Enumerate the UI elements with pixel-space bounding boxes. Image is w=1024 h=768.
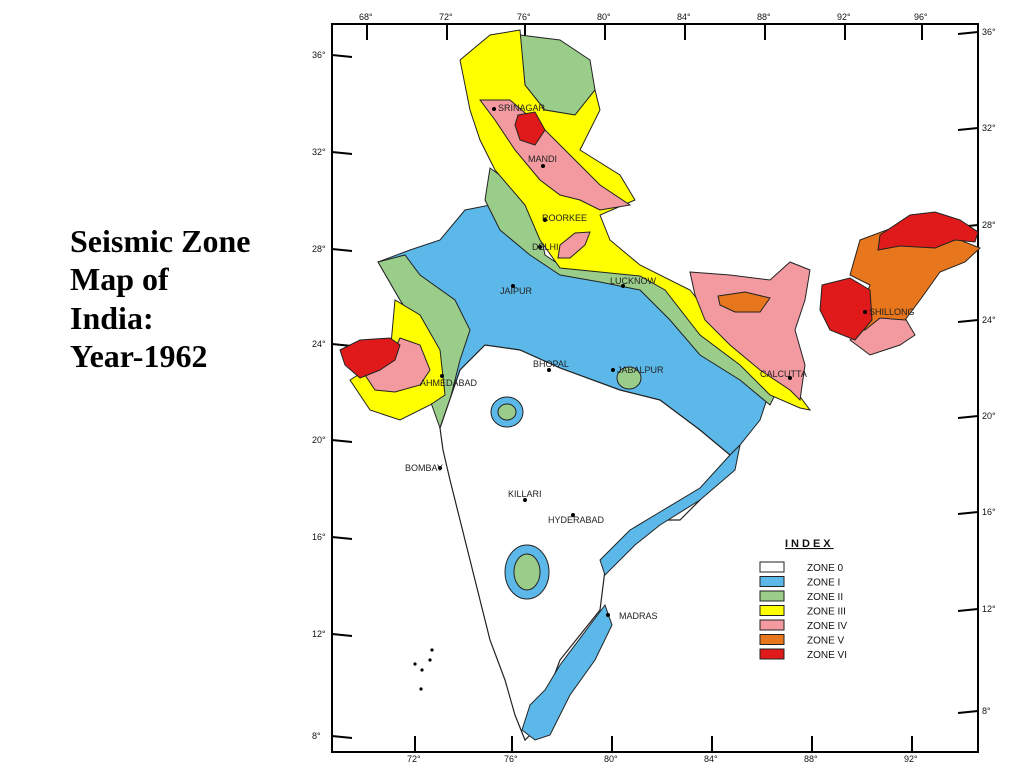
- left-tick: [331, 536, 353, 540]
- right-tick: [957, 31, 979, 35]
- bottom-tick-label: 84°: [704, 754, 718, 764]
- city-label-ahmedabad: AHMEDABAD: [420, 378, 478, 388]
- top-tick-label: 96°: [914, 12, 928, 22]
- zone6-region: [339, 337, 401, 379]
- bottom-tick-label: 76°: [504, 754, 518, 764]
- city-label-mandi: MANDI: [528, 154, 557, 164]
- zone2-island: [497, 403, 517, 421]
- top-tick-label: 88°: [757, 12, 771, 22]
- right-tick-label: 24°: [982, 315, 996, 325]
- left-tick-label: 12°: [312, 629, 326, 639]
- right-tick-label: 20°: [982, 411, 996, 421]
- legend-label: ZONE 0: [807, 563, 844, 574]
- legend-label: ZONE III: [807, 607, 846, 618]
- city-label-delhi: DELHI: [532, 242, 559, 252]
- right-tick-label: 32°: [982, 123, 996, 133]
- map-legend: INDEX ZONE 0 ZONE I ZONE II ZONE III ZONE IV…: [759, 538, 847, 661]
- top-tick-label: 76°: [517, 12, 531, 22]
- legend-label: ZONE II: [807, 592, 843, 603]
- city-label-calcutta: CALCUTTA: [760, 369, 807, 379]
- bottom-tick-label: 92°: [904, 754, 918, 764]
- top-tick-label: 72°: [439, 12, 453, 22]
- top-tick-label: 68°: [359, 12, 373, 22]
- slide-title: Seismic Zone Map of India: Year-1962: [70, 222, 310, 376]
- legend-swatch: [759, 576, 785, 587]
- right-tick-label: 8°: [982, 706, 991, 716]
- right-tick-label: 12°: [982, 604, 996, 614]
- city-label-srinagar: SRINAGAR: [498, 103, 546, 113]
- right-tick-label: 28°: [982, 220, 996, 230]
- zone6-region: [877, 211, 979, 251]
- left-tick: [331, 54, 353, 58]
- city-label-madras: MADRAS: [619, 611, 658, 621]
- zone2-island: [616, 366, 642, 390]
- legend-swatch: [759, 648, 785, 660]
- legend-title: INDEX: [785, 538, 834, 550]
- city-label-bhopal: BHOPAL: [533, 359, 569, 369]
- zone2-region: [484, 167, 776, 406]
- zone6-region: [514, 111, 546, 146]
- left-tick-label: 16°: [312, 532, 326, 542]
- legend-label: ZONE I: [807, 578, 840, 589]
- legend-swatch: [759, 590, 785, 602]
- bottom-tick-label: 72°: [407, 754, 421, 764]
- title-line: India:: [70, 299, 154, 336]
- right-tick: [957, 710, 979, 714]
- left-tick-label: 36°: [312, 50, 326, 60]
- legend-swatch: [759, 605, 785, 616]
- top-tick-label: 80°: [597, 12, 611, 22]
- city-label-lucknow: LUCKNOW: [610, 276, 657, 286]
- left-tick-label: 24°: [312, 339, 326, 349]
- city-label-jaipur: JAIPUR: [500, 286, 533, 296]
- legend-swatch: [759, 561, 785, 573]
- legend-label: ZONE V: [807, 636, 845, 647]
- city-label-shillong: SHILLONG: [869, 307, 915, 317]
- zone6-region: [819, 277, 873, 341]
- right-tick: [957, 415, 979, 419]
- city-label-jabalpur: JABALPUR: [617, 365, 664, 375]
- top-tick-label: 92°: [837, 12, 851, 22]
- city-label-hyderabad: HYDERABAD: [548, 515, 605, 525]
- zone5-region: [717, 291, 771, 313]
- left-tick-label: 32°: [312, 147, 326, 157]
- right-tick: [957, 319, 979, 323]
- left-tick: [331, 151, 353, 155]
- left-tick-label: 20°: [312, 435, 326, 445]
- zone4-region: [557, 231, 591, 259]
- left-tick-label: 28°: [312, 244, 326, 254]
- left-tick: [331, 633, 353, 637]
- graticule-ticks: 68° 72° 76° 80° 84° 88° 92° 96° 72° 76° 80° 84° 88° 9…: [312, 12, 996, 764]
- legend-label: ZONE IV: [807, 621, 847, 632]
- city-label-bombay: BOMBAY: [405, 463, 443, 473]
- left-tick-label: 8°: [312, 731, 321, 741]
- legend-swatch: [759, 619, 785, 631]
- right-tick-label: 36°: [982, 27, 996, 37]
- right-tick: [957, 511, 979, 515]
- right-tick-label: 16°: [982, 507, 996, 517]
- legend-swatch: [759, 634, 785, 645]
- bottom-tick-label: 80°: [604, 754, 618, 764]
- left-tick: [331, 735, 353, 739]
- title-line: Year-1962: [70, 338, 208, 375]
- left-tick: [331, 439, 353, 443]
- lakshadweep-islands: [413, 648, 434, 691]
- zone1-region: [521, 603, 613, 741]
- title-line: Seismic Zone: [70, 223, 251, 259]
- zone1-region: [599, 443, 741, 576]
- title-line: Map of: [70, 261, 169, 298]
- map-frame: [331, 23, 979, 753]
- top-tick-label: 84°: [677, 12, 691, 22]
- bottom-tick-label: 88°: [804, 754, 818, 764]
- city-label-killari: KILLARI: [508, 489, 542, 499]
- right-tick: [957, 608, 979, 612]
- city-label-roorkee: ROORKEE: [542, 213, 587, 223]
- zone2-island: [513, 553, 541, 591]
- left-tick: [331, 248, 353, 252]
- city-markers: SRINAGAR MANDI ROORKEE DELHI JAIPUR LUCK…: [405, 103, 915, 621]
- right-tick: [957, 127, 979, 131]
- legend-label: ZONE VI: [807, 650, 847, 661]
